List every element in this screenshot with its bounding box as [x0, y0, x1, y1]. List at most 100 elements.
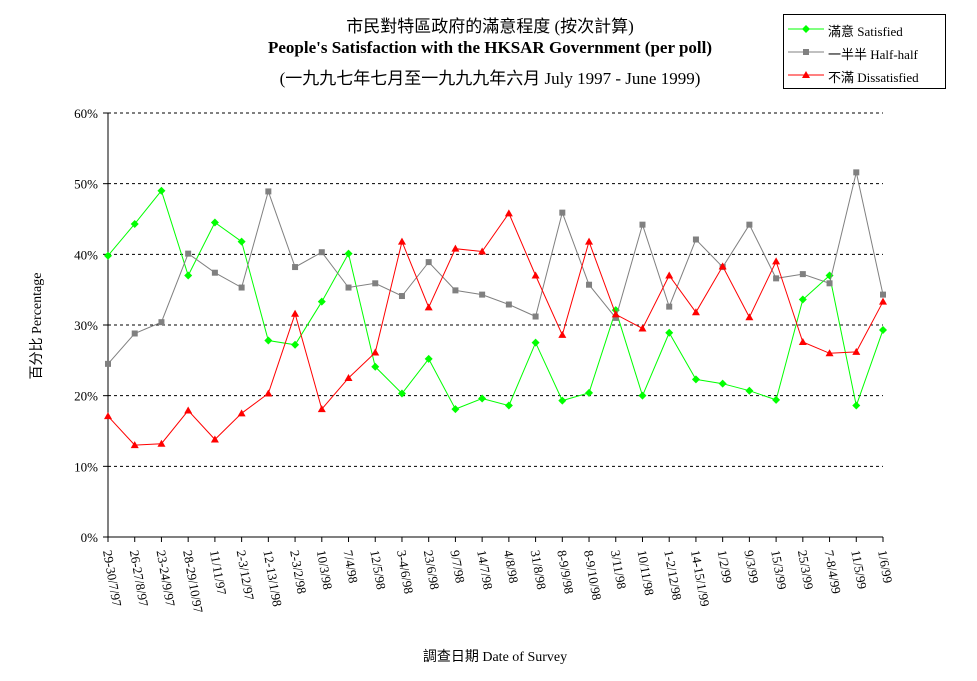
half-half-square-icon [788, 49, 824, 55]
data-point [264, 389, 273, 397]
data-point [585, 237, 594, 245]
satisfied-diamond-icon [788, 25, 824, 33]
series-0 [104, 186, 887, 414]
data-point [157, 439, 166, 447]
x-tick-label: 29-30/7/97 [100, 549, 125, 608]
y-tick-label: 50% [74, 177, 98, 192]
x-tick-label: 10/3/98 [314, 549, 336, 591]
data-point [237, 409, 246, 417]
data-point [852, 401, 861, 410]
data-point [611, 310, 620, 318]
legend-label-half-half: 一半半 Half-half [828, 47, 918, 62]
x-tick-label: 28-29/10/97 [180, 549, 206, 615]
data-point [131, 330, 138, 337]
x-tick-label: 1/2/99 [715, 549, 736, 584]
data-point [531, 338, 540, 347]
data-point [691, 308, 700, 316]
data-point [185, 250, 192, 257]
series-2 [104, 209, 887, 449]
data-point [586, 281, 593, 288]
legend-label-satisfied: 滿意 Satisfied [828, 24, 903, 39]
data-point [130, 219, 139, 228]
data-point [798, 337, 807, 345]
data-point [344, 249, 353, 258]
data-point [718, 262, 727, 270]
y-axis-label: 百分比 Percentage [30, 272, 45, 380]
x-tick-label: 26-27/8/97 [127, 549, 152, 608]
chart-title-chinese: 市民對特區政府的滿意程度 (按次計算) [346, 17, 634, 36]
data-point [879, 297, 887, 305]
y-tick-label: 60% [74, 106, 98, 121]
x-tick-label: 10/11/98 [635, 549, 658, 597]
data-point [638, 391, 647, 400]
x-tick-label: 25/3/99 [795, 549, 817, 591]
x-tick-label: 3/11/98 [608, 549, 630, 590]
data-point [853, 169, 860, 176]
data-point [718, 379, 727, 388]
data-point [398, 293, 405, 300]
x-tick-label: 14-15/1/99 [688, 549, 713, 608]
data-point [879, 325, 887, 334]
data-point [371, 348, 380, 356]
data-point [558, 396, 567, 405]
x-tick-label: 31/8/98 [528, 549, 550, 591]
data-point [184, 406, 193, 414]
data-point [344, 374, 353, 381]
y-tick-label: 20% [74, 389, 98, 404]
dissatisfied-triangle-icon [788, 71, 824, 78]
legend-label-dissatisfied: 不滿 Dissatisfied [828, 70, 919, 85]
data-point [211, 269, 218, 276]
data-point [826, 280, 833, 287]
x-tick-label: 15/3/99 [768, 549, 790, 591]
data-point [478, 247, 487, 255]
data-point [559, 209, 566, 216]
chart-subtitle: (一九九七年七月至一九九九年六月 July 1997 - June 1999) [279, 69, 701, 88]
data-point [424, 303, 433, 311]
x-tick-label: 12/5/98 [367, 549, 389, 591]
data-point [104, 251, 112, 260]
data-point [451, 244, 460, 252]
series-line [107, 189, 884, 410]
data-point [424, 354, 433, 363]
series-1 [105, 169, 886, 367]
data-point [665, 328, 674, 337]
data-point [210, 218, 219, 227]
legend-item-satisfied: 滿意 Satisfied [784, 18, 945, 40]
x-tick-label: 7/4/98 [341, 549, 362, 584]
y-tick-label: 30% [74, 318, 98, 333]
data-point [452, 287, 459, 294]
data-point [237, 237, 246, 246]
data-point [880, 291, 886, 298]
data-point [666, 303, 673, 310]
data-point [665, 271, 674, 279]
data-point [504, 401, 513, 410]
data-point [397, 237, 406, 245]
data-point [479, 291, 486, 298]
y-tick-label: 0% [81, 530, 99, 545]
data-point [291, 340, 300, 349]
data-point [532, 313, 539, 320]
data-point [317, 405, 326, 413]
series-line [107, 172, 884, 365]
data-point [451, 405, 460, 414]
x-tick-label: 11/11/97 [207, 549, 230, 597]
data-point [692, 236, 699, 243]
data-point [130, 441, 139, 449]
x-tick-label: 1/6/99 [875, 549, 896, 584]
data-point [157, 186, 166, 195]
data-point [317, 297, 326, 306]
data-point [505, 301, 512, 308]
data-point [318, 249, 325, 256]
x-tick-label: 1-2/12/98 [661, 549, 685, 601]
series-line [107, 212, 884, 446]
data-point [799, 271, 806, 278]
x-tick-label: 8-9/10/98 [581, 549, 605, 601]
data-point [345, 284, 352, 291]
data-point [292, 264, 299, 271]
legend-item-dissatisfied: 不滿 Dissatisfied [784, 64, 945, 86]
x-tick-label: 23-24/9/97 [153, 549, 178, 608]
x-tick-label: 9/3/99 [741, 549, 762, 584]
data-point [371, 362, 380, 371]
data-point [210, 435, 219, 443]
